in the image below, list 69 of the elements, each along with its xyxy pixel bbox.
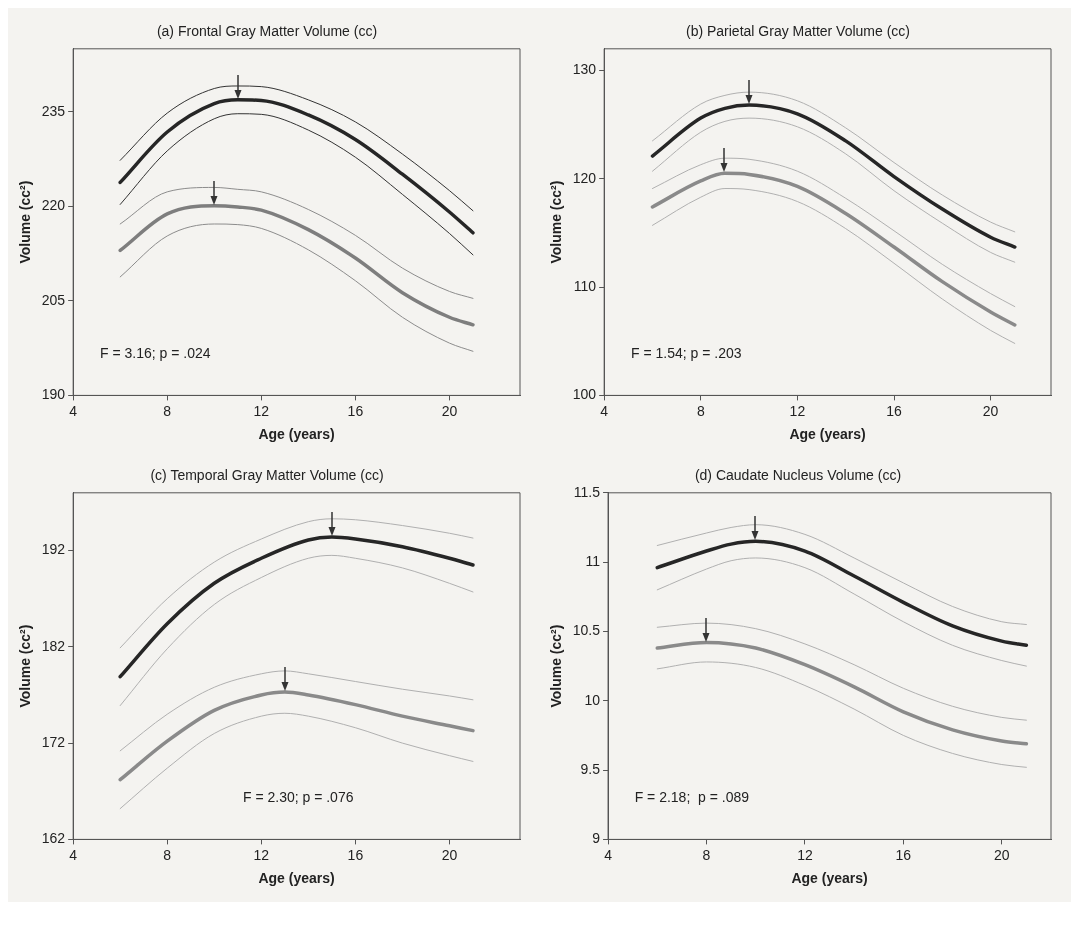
line-series — [119, 186, 474, 299]
x-axis-title: Age (years) — [258, 870, 335, 887]
line-series — [651, 117, 1015, 263]
chart-title: (b) Parietal Gray Matter Volume (cc) — [685, 23, 910, 40]
chart-title: (a) Frontal Gray Matter Volume (cc) — [156, 23, 378, 40]
y-tick-label: 205 — [41, 291, 66, 308]
line-series — [651, 157, 1015, 308]
y-tick-label: 235 — [41, 102, 66, 119]
x-tick-label: 8 — [163, 402, 172, 419]
y-tick-label: 10 — [583, 691, 600, 708]
line-series — [651, 91, 1015, 233]
chart-title: (c) Temporal Gray Matter Volume (cc) — [150, 467, 384, 484]
x-axis-title: Age (years) — [258, 426, 335, 443]
y-tick-label: 192 — [41, 541, 66, 558]
y-tick-label: 130 — [572, 61, 596, 78]
chart-title: (d) Caudate Nucleus Volume (cc) — [694, 467, 901, 484]
y-tick-label: 220 — [41, 197, 66, 214]
y-tick-label: 10.5 — [572, 622, 600, 639]
y-tick-label: 162 — [41, 830, 66, 847]
annotation: F = 1.54; p = .203 — [630, 344, 742, 361]
line-series — [651, 188, 1015, 344]
y-axis-title: Volume (cc²) — [17, 180, 34, 264]
x-tick-label: 20 — [982, 402, 999, 419]
x-tick-label: 12 — [789, 402, 805, 419]
y-tick-label: 120 — [572, 169, 596, 186]
x-tick-label: 16 — [895, 846, 911, 863]
annotation: F = 2.30; p = .076 — [242, 788, 354, 805]
x-tick-label: 20 — [993, 846, 1010, 863]
y-tick-label: 172 — [41, 733, 66, 750]
line-series — [119, 518, 474, 649]
x-tick-label: 12 — [253, 402, 270, 419]
y-tick-label: 182 — [41, 637, 66, 654]
x-tick-label: 8 — [163, 846, 172, 863]
y-tick-label: 110 — [573, 277, 596, 294]
y-tick-label: 9.5 — [580, 760, 600, 777]
x-tick-label: 4 — [603, 846, 612, 863]
line-series — [656, 557, 1027, 667]
line-series — [119, 670, 474, 752]
x-tick-label: 20 — [441, 402, 458, 419]
x-axis-title: Age (years) — [790, 870, 868, 887]
y-axis-title: Volume (cc²) — [17, 624, 34, 708]
y-tick-label: 11.5 — [573, 483, 600, 500]
line-series — [656, 622, 1027, 721]
x-tick-label: 4 — [69, 402, 78, 419]
line-series — [119, 113, 474, 256]
line-series — [656, 661, 1027, 768]
line-series — [119, 554, 474, 707]
y-tick-label: 9 — [591, 830, 600, 847]
y-axis-title: Volume (cc²) — [547, 180, 564, 264]
annotation: F = 2.18; p = .089 — [634, 788, 749, 805]
line-series — [656, 524, 1027, 626]
x-tick-label: 16 — [347, 402, 364, 419]
x-tick-label: 20 — [441, 846, 458, 863]
line-series — [119, 712, 474, 810]
x-tick-label: 12 — [253, 846, 270, 863]
x-tick-label: 8 — [696, 402, 705, 419]
x-tick-label: 8 — [702, 846, 711, 863]
y-tick-label: 190 — [41, 386, 66, 403]
y-tick-label: 11 — [585, 552, 600, 569]
y-axis-title: Volume (cc²) — [547, 624, 564, 708]
annotation: F = 3.16; p = .024 — [99, 344, 211, 361]
x-tick-label: 12 — [796, 846, 813, 863]
x-tick-label: 16 — [347, 846, 364, 863]
x-tick-label: 4 — [69, 846, 78, 863]
y-tick-label: 100 — [572, 386, 596, 403]
line-series — [119, 85, 474, 212]
x-tick-label: 4 — [599, 402, 608, 419]
x-tick-label: 16 — [885, 402, 902, 419]
x-axis-title: Age (years) — [788, 426, 866, 443]
